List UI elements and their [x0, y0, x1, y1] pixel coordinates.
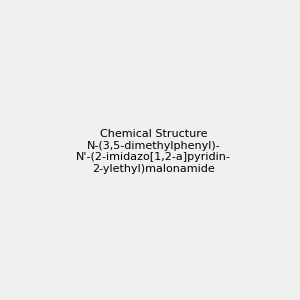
Text: Chemical Structure
N-(3,5-dimethylphenyl)-
N'-(2-imidazo[1,2-a]pyridin-
2-ylethy: Chemical Structure N-(3,5-dimethylphenyl… — [76, 129, 231, 174]
